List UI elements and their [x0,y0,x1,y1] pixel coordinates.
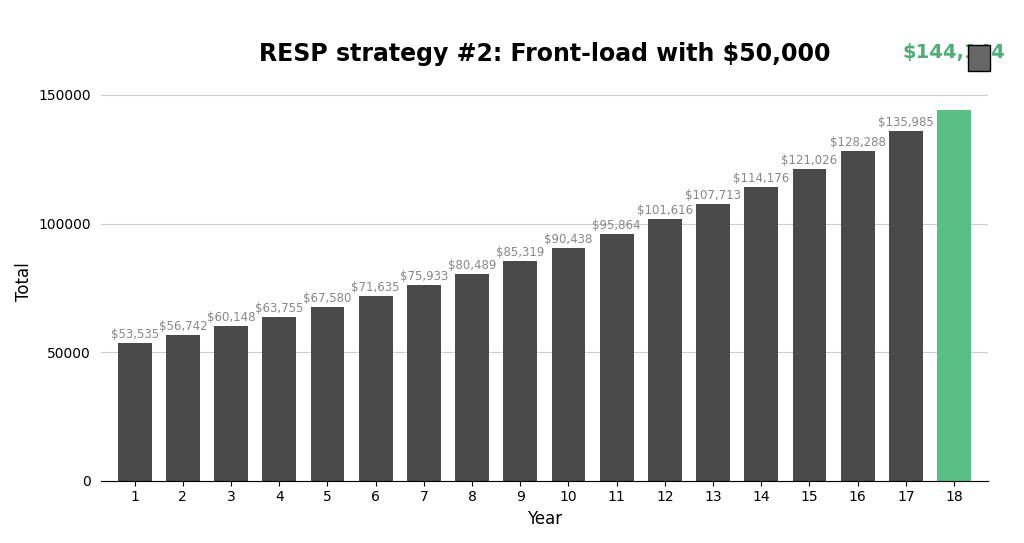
Bar [648,219,682,481]
Bar [552,248,586,481]
Text: $80,489: $80,489 [447,258,497,272]
Bar [262,317,296,481]
Bar [358,296,392,481]
Bar [744,187,778,481]
Bar [889,131,923,481]
Bar [696,204,730,481]
Bar [214,326,248,481]
Bar [166,335,200,481]
Text: $121,026: $121,026 [781,154,838,167]
X-axis label: Year: Year [526,510,562,528]
Text: $107,713: $107,713 [685,188,741,201]
Bar [118,343,152,481]
Text: $67,580: $67,580 [303,292,351,305]
Text: $53,535: $53,535 [111,328,159,341]
Y-axis label: Total: Total [15,262,33,301]
Bar [841,151,874,481]
Bar [456,274,488,481]
Text: $75,933: $75,933 [399,270,449,283]
Bar [310,307,344,481]
Text: $135,985: $135,985 [878,116,934,129]
Text: $56,742: $56,742 [159,320,207,333]
Text: $85,319: $85,319 [496,246,545,259]
Text: $114,176: $114,176 [733,172,790,185]
Text: $101,616: $101,616 [637,204,693,217]
Text: $63,755: $63,755 [255,302,303,315]
Title: RESP strategy #2: Front-load with $50,000: RESP strategy #2: Front-load with $50,00… [259,42,830,66]
Text: $71,635: $71,635 [351,281,400,294]
Bar [600,234,634,481]
Text: $90,438: $90,438 [545,233,593,246]
Bar [793,169,826,481]
Text: $144,144: $144,144 [903,43,1006,62]
Text: $95,864: $95,864 [593,219,641,232]
Bar [407,286,440,481]
Text: $60,148: $60,148 [207,311,255,324]
Bar [504,261,538,481]
Text: $128,288: $128,288 [829,136,886,149]
Bar [937,110,971,481]
